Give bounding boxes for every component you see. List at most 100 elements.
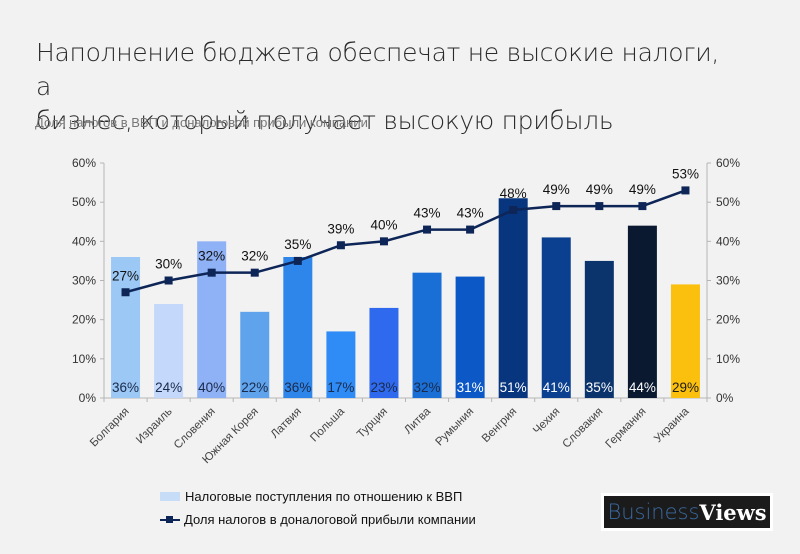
right-tick-label: 40% (716, 234, 740, 248)
legend: Налоговые поступления по отношению к ВВП… (160, 485, 476, 531)
legend-item-line: Доля налогов в доналоговой прибыли компа… (160, 508, 476, 531)
bar (111, 257, 141, 398)
chart-title: Наполнение бюджета обеспечат не высокие … (36, 38, 720, 135)
bar-value-label: 51% (500, 380, 527, 395)
bar-value-label: 40% (198, 380, 225, 395)
right-tick-label: 60% (716, 156, 740, 170)
category-label: Чехия (531, 406, 562, 437)
line-marker (207, 268, 216, 277)
category-label: Словакия (560, 406, 605, 451)
logo-part-business: Business (607, 500, 700, 524)
line-value-label: 49% (543, 182, 570, 197)
line-marker (336, 241, 345, 250)
bar (498, 198, 528, 398)
category-label: Польша (308, 405, 347, 444)
bar (240, 311, 270, 398)
logo-part-views: Views (699, 499, 767, 525)
bar (627, 225, 657, 398)
category-label: Венгрия (480, 406, 519, 445)
line-value-label: 27% (112, 268, 139, 283)
left-tick-label: 50% (72, 195, 96, 209)
left-tick-label: 10% (72, 352, 96, 366)
left-tick-label: 30% (72, 274, 96, 288)
bar (670, 284, 700, 398)
bar (197, 241, 227, 398)
bar (326, 331, 356, 398)
bar-value-label: 29% (672, 380, 699, 395)
line-marker (423, 225, 432, 234)
bar-value-label: 41% (543, 380, 570, 395)
bar-value-label: 17% (327, 380, 354, 395)
right-tick-label: 0% (716, 391, 734, 405)
line-value-label: 48% (500, 186, 527, 201)
bar (154, 304, 184, 398)
bar-value-label: 31% (457, 380, 484, 395)
line-marker (552, 202, 561, 211)
line-value-label: 30% (155, 257, 182, 272)
bar (584, 260, 614, 398)
line-marker (250, 268, 259, 277)
line-value-label: 39% (327, 221, 354, 236)
category-label: Литва (402, 405, 433, 436)
line-value-label: 32% (198, 249, 225, 264)
line-series (121, 186, 690, 297)
bar (541, 237, 571, 398)
legend-bar-label: Налоговые поступления по отношению к ВВП (185, 489, 463, 504)
category-label: Словения (172, 406, 218, 452)
category-label: Румыния (433, 406, 476, 449)
right-tick-label: 10% (716, 352, 740, 366)
line-value-label: 35% (284, 237, 311, 252)
line-marker (681, 186, 690, 195)
legend-bar-swatch (160, 492, 180, 501)
right-tick-label: 50% (716, 195, 740, 209)
line-marker (164, 276, 173, 285)
line-marker (595, 202, 604, 211)
legend-item-bars: Налоговые поступления по отношению к ВВП (160, 485, 476, 508)
bar-value-label: 35% (586, 380, 613, 395)
line-value-label: 43% (457, 206, 484, 221)
category-label: Украина (652, 405, 692, 445)
category-label: Германия (604, 406, 649, 451)
bar (455, 276, 485, 398)
left-tick-label: 20% (72, 313, 96, 327)
category-label: Болгария (88, 406, 132, 450)
line-value-label: 53% (672, 166, 699, 181)
left-tick-label: 40% (72, 234, 96, 248)
bar (412, 272, 442, 398)
chart-area: 0% 0% 10% 10% 20% 20% 30% 30% 40% 40% 50% 50% 60% 60%… (72, 156, 740, 466)
chart-subtitle: Доля налогов в ВВП и доналоговой прибыли… (35, 115, 368, 130)
bar (283, 257, 313, 398)
bar-labels: 36% 24% 40% 22% 36% 17% 23% 32% 31% 51% 41% 35% 44% 2… (112, 380, 699, 395)
bar-value-label: 36% (284, 380, 311, 395)
line-path (125, 189, 686, 294)
line-marker (293, 256, 302, 265)
legend-line-label: Доля налогов в доналоговой прибыли компа… (184, 512, 476, 527)
line-marker (638, 202, 647, 211)
line-marker (121, 288, 130, 297)
right-tick-label: 30% (716, 274, 740, 288)
line-marker (509, 206, 518, 214)
bar (369, 307, 399, 398)
line-value-label: 43% (414, 206, 441, 221)
left-tick-label: 0% (79, 391, 97, 405)
bar-value-label: 44% (629, 380, 656, 395)
bar-value-label: 32% (414, 380, 441, 395)
line-marker (466, 225, 475, 234)
bar-value-label: 22% (241, 380, 268, 395)
line-value-label: 32% (241, 249, 268, 264)
bar-value-label: 23% (370, 380, 397, 395)
line-value-label: 49% (629, 182, 656, 197)
line-marker (379, 237, 388, 246)
legend-line-swatch (160, 515, 180, 524)
businessviews-logo: Business Views (601, 493, 773, 531)
right-tick-label: 20% (716, 313, 740, 327)
category-label: Израиль (134, 406, 175, 447)
bar-value-label: 36% (112, 380, 139, 395)
category-label: Турция (355, 406, 390, 441)
line-value-label: 40% (370, 217, 397, 232)
line-value-label: 49% (586, 182, 613, 197)
bar-series (111, 198, 700, 398)
line-labels: 27% 30% 32% 32% 35% 39% 40% 43% 43% 48% 49% 49% 49% 5… (112, 166, 699, 283)
category-label: Латвия (269, 406, 304, 441)
